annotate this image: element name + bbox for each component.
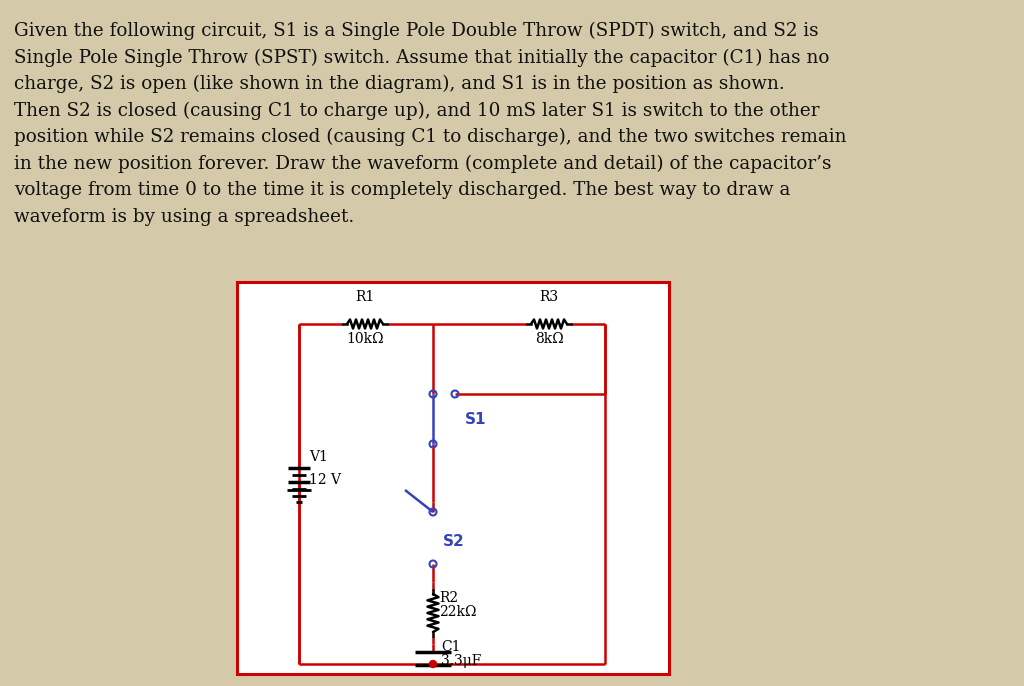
Text: Given the following circuit, S1 is a Single Pole Double Throw (SPDT) switch, and: Given the following circuit, S1 is a Sin… [14, 22, 818, 40]
Text: S1: S1 [465, 412, 486, 427]
Text: Single Pole Single Throw (SPST) switch. Assume that initially the capacitor (C1): Single Pole Single Throw (SPST) switch. … [14, 49, 829, 67]
Text: R3: R3 [540, 290, 558, 304]
Text: R2: R2 [439, 591, 458, 605]
Text: voltage from time 0 to the time it is completely discharged. The best way to dra: voltage from time 0 to the time it is co… [14, 181, 791, 199]
Text: position while S2 remains closed (causing C1 to discharge), and the two switches: position while S2 remains closed (causin… [14, 128, 847, 146]
Circle shape [429, 661, 436, 667]
Text: R1: R1 [355, 290, 375, 304]
Text: Then S2 is closed (causing C1 to charge up), and 10 mS later S1 is switch to the: Then S2 is closed (causing C1 to charge … [14, 102, 819, 120]
Bar [237, 282, 669, 674]
Text: charge, S2 is open (like shown in the diagram), and S1 is in the position as sho: charge, S2 is open (like shown in the di… [14, 75, 784, 93]
Bar [237, 282, 669, 674]
Text: 10kΩ: 10kΩ [346, 332, 384, 346]
Text: S2: S2 [443, 534, 465, 549]
Text: 22kΩ: 22kΩ [439, 605, 476, 619]
Text: 3.3μF: 3.3μF [441, 654, 481, 668]
Text: 8kΩ: 8kΩ [535, 332, 563, 346]
Text: V1: V1 [309, 450, 328, 464]
Text: waveform is by using a spreadsheet.: waveform is by using a spreadsheet. [14, 207, 354, 226]
Text: in the new position forever. Draw the waveform (complete and detail) of the capa: in the new position forever. Draw the wa… [14, 154, 831, 173]
Text: C1: C1 [441, 640, 461, 654]
Text: 12 V: 12 V [309, 473, 341, 487]
